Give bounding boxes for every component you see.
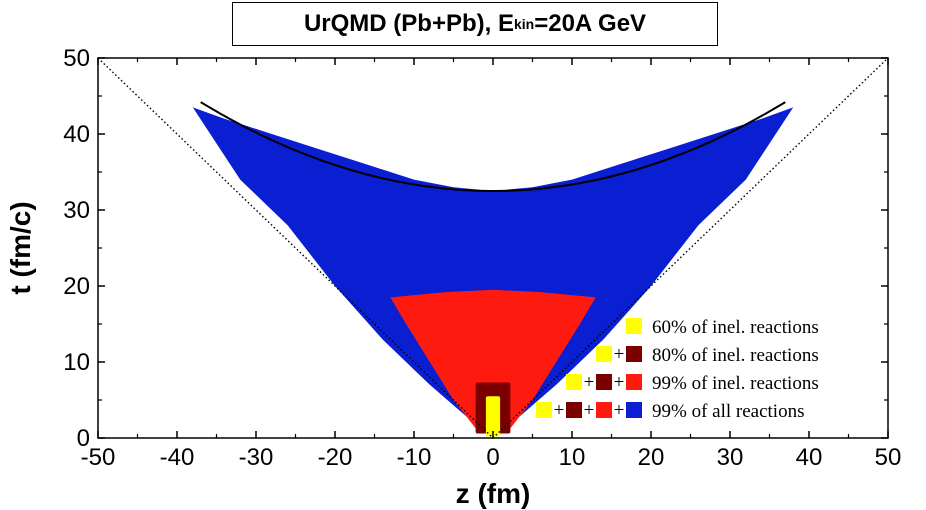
axes-layer: -50 -40 -30 -20 -10 0 10 20 30 40 50 0 10 20 30 40 50 z (… <box>5 45 901 509</box>
title-tail: =20A GeV <box>534 10 647 37</box>
legend-plus: + <box>584 400 595 421</box>
x-tick-label: 30 <box>717 444 744 471</box>
x-tick-label: -10 <box>397 444 432 471</box>
x-tick-label: -30 <box>239 444 274 471</box>
x-tick-label: -50 <box>81 444 116 471</box>
legend-swatch <box>626 374 642 390</box>
legend-label: 99% of all reactions <box>652 401 804 422</box>
y-tick-label: 0 <box>77 425 90 452</box>
legend-plus: + <box>614 344 625 365</box>
legend-label: 80% of inel. reactions <box>652 345 819 366</box>
y-tick-label: 10 <box>63 349 90 376</box>
y-tick-label: 40 <box>63 121 90 148</box>
legend-swatch <box>626 318 642 334</box>
legend-plus: + <box>554 400 565 421</box>
y-tick-label: 50 <box>63 45 90 72</box>
x-tick-label: -40 <box>160 444 195 471</box>
region-99-of-inel-reactions <box>390 289 596 436</box>
x-tick-label: 40 <box>796 444 823 471</box>
x-tick-label: 50 <box>875 444 902 471</box>
legend-swatch <box>566 402 582 418</box>
legend-swatch <box>566 374 582 390</box>
fit-curve <box>200 101 786 192</box>
legend-swatch <box>596 374 612 390</box>
y-tick-label: 30 <box>63 197 90 224</box>
legend-plus: + <box>614 372 625 393</box>
title-main: UrQMD (Pb+Pb), E <box>303 10 514 37</box>
x-axis-title: z (fm) <box>456 478 531 509</box>
y-tick-label: 20 <box>63 273 90 300</box>
x-tick-label: -20 <box>318 444 353 471</box>
legend-swatch <box>596 346 612 362</box>
title-subscript: kin <box>513 16 535 32</box>
x-tick-label: 0 <box>486 444 499 471</box>
x-tick-label: 10 <box>559 444 586 471</box>
y-axis-title: t (fm/c) <box>5 201 36 294</box>
legend-label: 99% of inel. reactions <box>652 373 819 394</box>
legend-label: 60% of inel. reactions <box>652 317 819 338</box>
legend-layer: 60% of inel. reactions + 80% of inel. reac… <box>536 317 819 422</box>
legend-swatch <box>536 402 552 418</box>
region-60-of-inel-reactions <box>485 396 501 437</box>
x-tick-label: 20 <box>638 444 665 471</box>
legend-swatch <box>626 402 642 418</box>
legend-swatch <box>626 346 642 362</box>
legend-plus: + <box>614 400 625 421</box>
legend-plus: + <box>584 372 595 393</box>
legend-swatch <box>596 402 612 418</box>
region-99-of-all-reactions <box>192 107 794 432</box>
regions-layer <box>192 107 794 437</box>
